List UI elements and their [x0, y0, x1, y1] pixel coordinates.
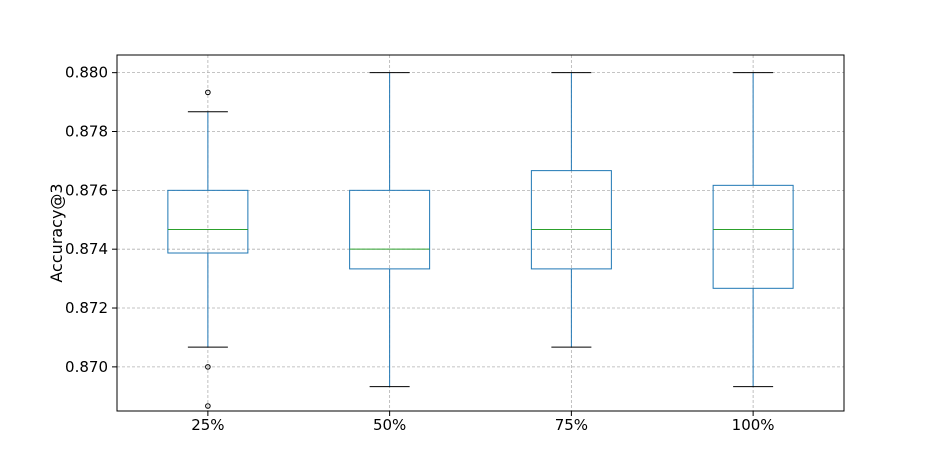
box-group — [530, 72, 612, 348]
y-tick-label: 0.874 — [65, 240, 108, 258]
box-group — [349, 72, 431, 388]
y-tick-label: 0.870 — [65, 358, 108, 376]
outlier-point — [205, 89, 211, 96]
iqr-box — [167, 189, 249, 254]
y-tick-label: 0.876 — [65, 181, 108, 199]
iqr-box — [712, 184, 794, 289]
x-tick-label: 100% — [732, 416, 775, 434]
outlier-point — [205, 403, 211, 409]
y-tick-label: 0.878 — [65, 122, 108, 140]
outlier-point — [205, 364, 211, 370]
box-group — [712, 72, 794, 388]
plot-area — [167, 72, 794, 409]
y-axis-label: Accuracy@3 — [47, 183, 66, 282]
x-tick-label: 50% — [373, 416, 406, 434]
grid-lines — [117, 55, 844, 411]
plot-frame — [116, 54, 845, 412]
y-tick-label: 0.872 — [65, 299, 108, 317]
y-axis: 0.870 0.872 0.874 0.876 0.878 0.880 — [65, 64, 117, 376]
x-axis: 25% 50% 75% 100% — [191, 411, 775, 434]
iqr-box — [530, 170, 612, 270]
iqr-box — [349, 189, 431, 270]
box-group — [167, 89, 249, 409]
x-tick-label: 25% — [191, 416, 224, 434]
x-tick-label: 75% — [555, 416, 588, 434]
y-tick-label: 0.880 — [65, 64, 108, 82]
